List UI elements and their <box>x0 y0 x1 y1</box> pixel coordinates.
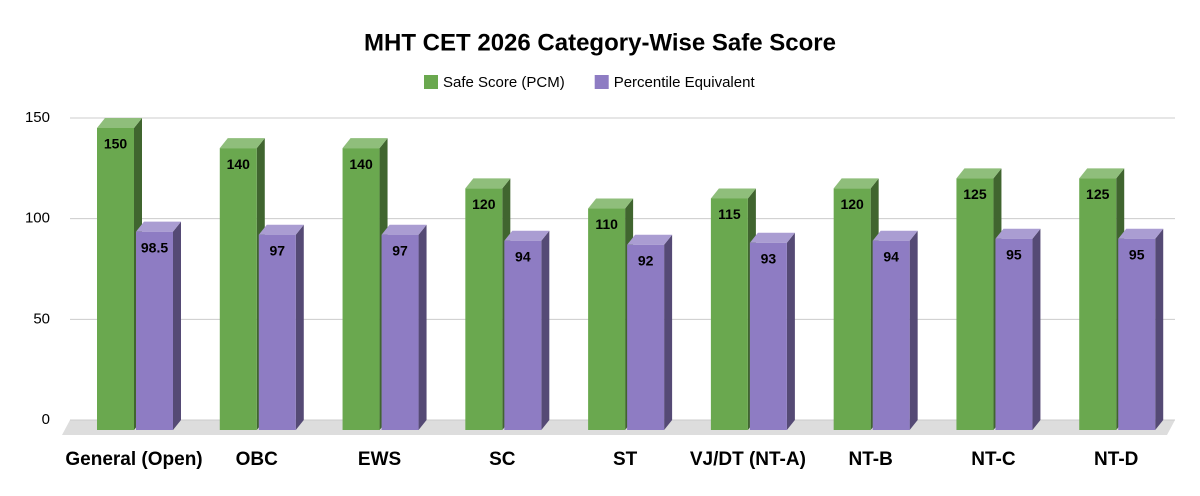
data-label: 110 <box>595 216 618 232</box>
bar <box>588 208 626 430</box>
data-label: 140 <box>227 156 251 172</box>
legend-label: Percentile Equivalent <box>614 74 756 91</box>
data-label: 125 <box>963 186 987 202</box>
x-tick-label: ST <box>613 449 638 470</box>
x-tick-label: OBC <box>236 449 279 470</box>
bar-top <box>833 178 879 189</box>
data-label: 97 <box>392 242 408 258</box>
bar-top <box>97 118 142 128</box>
data-label: 95 <box>1129 246 1145 262</box>
bar-side <box>1032 228 1041 430</box>
x-tick-label: General (Open) <box>65 449 202 470</box>
y-tick-label: 50 <box>33 310 50 327</box>
data-label: 93 <box>761 250 777 266</box>
bar <box>995 238 1033 430</box>
data-label: 94 <box>883 248 899 264</box>
data-label: 94 <box>515 248 531 264</box>
bar-top <box>956 168 1002 179</box>
bar-side <box>173 221 181 430</box>
x-tick-label: NT-B <box>849 449 893 470</box>
bar-top <box>504 230 550 241</box>
bar-top <box>258 224 304 235</box>
bar-top <box>872 230 918 241</box>
x-tick-label: VJ/DT (NT-A) <box>690 449 806 470</box>
bar <box>627 244 665 430</box>
bar-side <box>418 224 427 430</box>
bar <box>1079 178 1117 430</box>
bar <box>258 234 296 430</box>
bar-top <box>1079 168 1125 179</box>
bar <box>465 188 503 430</box>
bar-top <box>588 198 634 209</box>
data-label: 92 <box>638 252 654 268</box>
data-label: 125 <box>1086 186 1110 202</box>
x-tick-label: SC <box>489 449 516 470</box>
bar <box>504 240 542 430</box>
bar-top <box>995 228 1041 239</box>
bar-top <box>219 138 265 149</box>
bar-side <box>541 230 550 430</box>
x-tick-label: NT-D <box>1094 449 1138 470</box>
bar-side <box>664 234 673 430</box>
y-tick-label: 150 <box>25 109 50 126</box>
bar-top <box>710 188 756 199</box>
data-label: 140 <box>349 156 373 172</box>
bar <box>381 234 419 430</box>
legend-swatch <box>424 75 438 89</box>
bar <box>872 240 910 430</box>
bar-side <box>786 232 795 430</box>
bar <box>749 242 787 430</box>
bar <box>710 198 748 430</box>
data-label: 115 <box>718 206 741 222</box>
chart-title: MHT CET 2026 Category-Wise Safe Score <box>364 29 836 56</box>
bar-side <box>909 230 918 430</box>
bar <box>219 148 257 430</box>
y-tick-label: 0 <box>42 411 50 428</box>
bar <box>342 148 380 430</box>
legend-label: Safe Score (PCM) <box>443 74 565 91</box>
y-tick-label: 100 <box>25 210 50 227</box>
bar-top <box>136 221 181 232</box>
bar-side <box>295 224 304 430</box>
data-label: 120 <box>840 196 864 212</box>
legend-swatch <box>594 75 609 89</box>
data-label: 95 <box>1006 246 1022 262</box>
bar-top <box>749 232 795 243</box>
bar-top <box>1118 228 1164 239</box>
data-label: 97 <box>269 242 285 258</box>
bar <box>956 178 994 430</box>
x-tick-label: EWS <box>358 449 401 470</box>
bar-top <box>627 234 673 245</box>
bar-top <box>342 138 388 149</box>
bar-top <box>465 178 511 189</box>
x-tick-label: NT-C <box>971 449 1016 470</box>
bar <box>833 188 871 430</box>
bar <box>1118 238 1156 430</box>
data-label: 150 <box>104 136 128 152</box>
data-label: 120 <box>472 196 496 212</box>
bar <box>136 231 173 430</box>
bar-side <box>1155 228 1164 430</box>
bar <box>97 128 134 430</box>
data-label: 98.5 <box>141 239 168 255</box>
bar-top <box>381 224 427 235</box>
